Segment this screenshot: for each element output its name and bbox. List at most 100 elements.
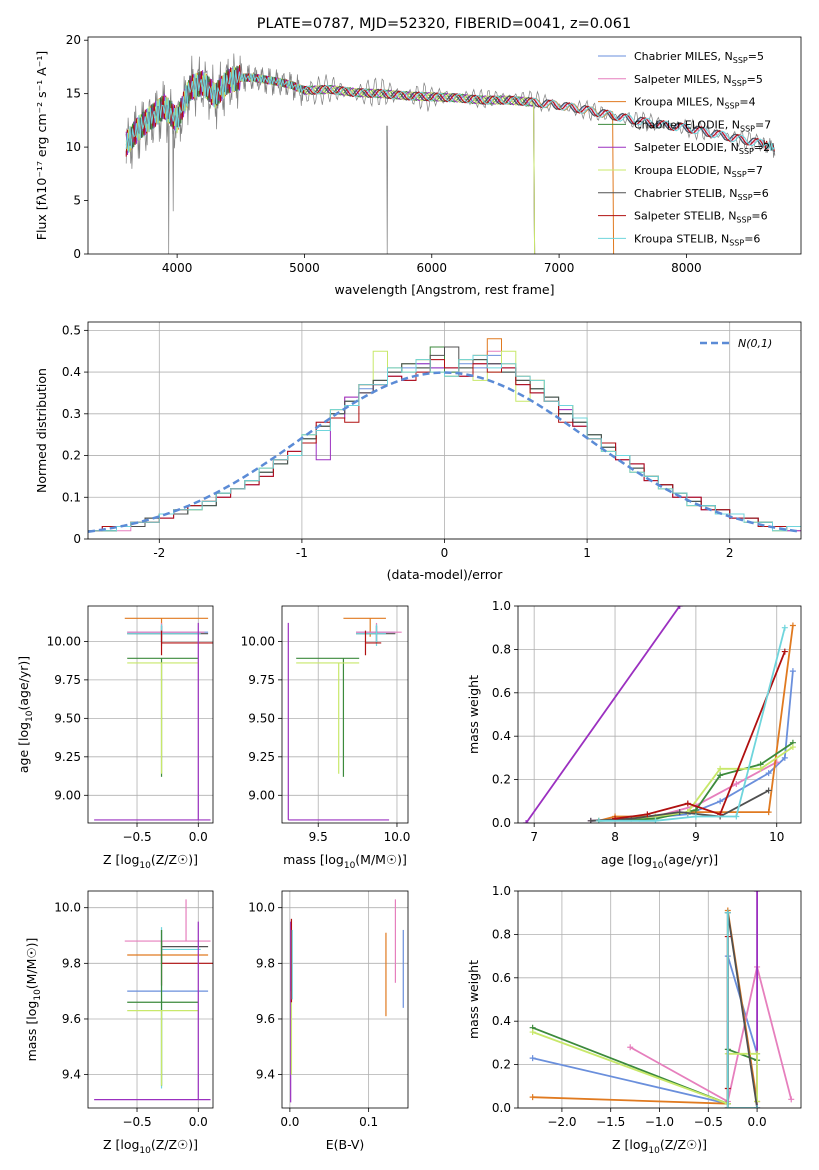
y-tick-label: 10 <box>66 140 81 154</box>
x-tick-label: 0.0 <box>280 1115 299 1129</box>
y-tick-label: 10.0 <box>248 901 275 915</box>
x-axis-label: Z [log10(Z/Z☉)] <box>612 1137 707 1156</box>
y-tick-label: 9.8 <box>62 956 81 970</box>
errorbar-point-8 <box>94 622 211 821</box>
x-axis-label-sub: 10 <box>344 861 356 871</box>
weight-line-4 <box>525 606 681 823</box>
weight-marker-0 <box>789 668 796 675</box>
absorption-line <box>172 125 175 212</box>
x-tick-label: 5000 <box>289 261 320 275</box>
model-spectrum-8 <box>125 66 775 153</box>
weight-marker-1 <box>788 1096 795 1103</box>
y-axis-label-sub: 10 <box>33 989 43 1001</box>
x-tick-label: 0.0 <box>189 1115 208 1129</box>
y-tick-label: 9.8 <box>256 956 275 970</box>
y-tick-label: 9.50 <box>248 711 275 725</box>
weight-marker-7 <box>781 648 788 655</box>
x-axis-label-sub: 10 <box>652 861 664 871</box>
x-axis-label-main: Z [log <box>612 1137 648 1152</box>
model-spectrum-6 <box>125 65 775 153</box>
legend-label-6: Chabrier STELIB, NSSP=6 <box>634 187 769 202</box>
x-tick-label: -2 <box>153 546 165 560</box>
x-axis-label-tail: (Z/Z☉)] <box>151 852 198 867</box>
weight-marker-0 <box>781 754 788 761</box>
errorbar-point-3 <box>160 927 201 1089</box>
y-tick-label: 0.6 <box>492 971 511 985</box>
weight-marker-1 <box>627 1044 634 1051</box>
weight-marker-8 <box>754 1105 761 1108</box>
errorbar-point-6 <box>296 657 360 777</box>
weight-marker-5 <box>789 744 796 751</box>
legend-label-2: Kroupa MILES, NSSP=4 <box>634 96 756 111</box>
axes-frame <box>87 36 802 255</box>
axes-frame <box>281 605 409 824</box>
legend-label-main: Kroupa STELIB, N <box>634 232 729 245</box>
y-tick-label: 9.4 <box>256 1068 275 1082</box>
legend-label-sub: SSP <box>732 170 747 179</box>
legend-label-sub: SSP <box>739 147 754 156</box>
legend-label-tail: =6 <box>751 210 767 223</box>
weight-line-0 <box>532 955 758 1108</box>
axes-frame <box>517 890 802 1109</box>
weight-marker-2 <box>529 1094 536 1101</box>
legend-label-tail: =5 <box>747 73 763 86</box>
y-axis-label: mass [log10(M/M☉)] <box>24 938 43 1062</box>
x-tick-label: 10.0 <box>384 830 411 844</box>
normal-reference-curve <box>88 371 801 533</box>
legend-label-main: Kroupa ELODIE, N <box>634 164 732 177</box>
legend-label-tail: =4 <box>739 96 755 109</box>
absorption-line <box>167 125 170 254</box>
weight-marker-5 <box>754 1050 761 1057</box>
legend-label-tail: =6 <box>744 232 760 245</box>
panel-mass-vs-ebv: 0.0 0.1 9.4 9.6 9.8 10.0 E(B-V) <box>248 890 409 1152</box>
errorbar-point-5 <box>364 630 382 656</box>
weight-marker-2 <box>765 809 772 816</box>
y-tick-label: 5 <box>73 194 81 208</box>
weight-marker-3 <box>717 772 724 779</box>
errorbar-point-7 <box>127 1010 199 1086</box>
x-tick-label: −2.0 <box>547 1115 576 1129</box>
x-tick-label: −0.5 <box>122 1115 151 1129</box>
x-tick-label: 7000 <box>544 261 575 275</box>
axes-frame <box>87 321 802 540</box>
x-axis-label-main: Z [log <box>103 852 139 867</box>
legend-label-4: Salpeter ELODIE, NSSP=2 <box>634 141 770 156</box>
weight-marker-8 <box>781 624 788 631</box>
x-axis-label-sub: 10 <box>648 1146 660 1156</box>
weight-marker-7 <box>684 800 691 807</box>
y-axis-label: mass weight <box>466 675 481 754</box>
errorbar-point-2 <box>356 622 402 642</box>
x-tick-label: 7 <box>530 830 538 844</box>
axes-frame <box>87 605 214 824</box>
legend-label-5: Kroupa ELODIE, NSSP=7 <box>634 164 763 179</box>
legend-label-3: Chabrier ELODIE, NSSP=7 <box>634 118 771 133</box>
absorption-line <box>386 125 389 254</box>
legend-label-sub: SSP <box>736 216 751 225</box>
legend-label-tail: =7 <box>747 164 763 177</box>
legend-label-normal: N(0,1) <box>738 337 772 350</box>
y-tick-label: 10.00 <box>47 634 81 648</box>
x-axis-label-main: E(B-V) <box>326 1137 365 1152</box>
y-axis-label-tail: (M/M☉)] <box>24 938 39 990</box>
legend-label-sub: SSP <box>740 124 755 133</box>
x-axis-label: E(B-V) <box>326 1137 365 1152</box>
legend-label-sub: SSP <box>729 238 744 247</box>
y-axis-label: Flux [fλ10⁻¹⁷ erg cm⁻² s⁻¹ A⁻¹] <box>34 51 49 240</box>
x-axis-label-sub: 10 <box>139 861 151 871</box>
x-axis-label-main: Z [log <box>103 1137 139 1152</box>
legend-label-sub: SSP <box>733 56 748 65</box>
legend-label-main: Salpeter MILES, N <box>634 73 732 86</box>
weight-marker-5 <box>717 765 724 772</box>
errorbar-point-0 <box>124 899 211 942</box>
legend-label-main: Salpeter ELODIE, N <box>634 141 739 154</box>
weight-line-3 <box>598 741 794 822</box>
legend-label-main: Chabrier ELODIE, N <box>634 118 740 131</box>
errorbar-point-8 <box>94 921 211 1101</box>
y-tick-label: 0.2 <box>492 773 511 787</box>
y-axis-label: age [log10(age/yr)] <box>16 656 35 773</box>
legend-label-1: Salpeter MILES, NSSP=5 <box>634 73 763 88</box>
x-axis-label: (data-model)/error <box>387 567 504 582</box>
